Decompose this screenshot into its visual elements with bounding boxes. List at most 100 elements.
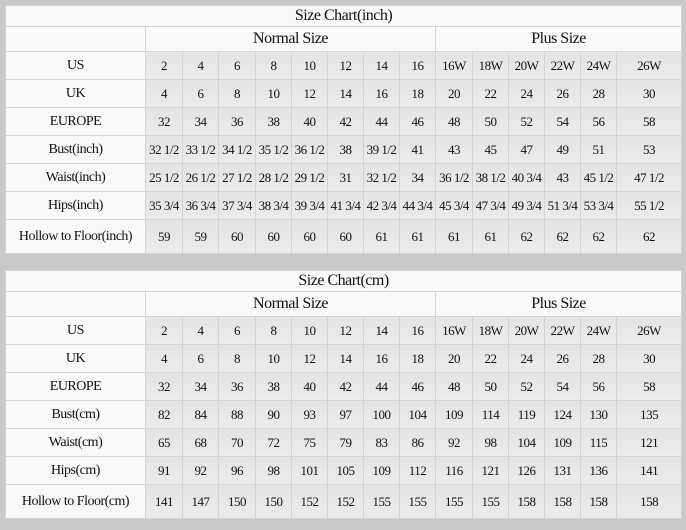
size-value-cell: 92 <box>435 428 473 457</box>
size-value-cell: 37 3/4 <box>218 191 256 220</box>
size-value-cell: 33 1/2 <box>182 135 219 164</box>
table-row: Hollow to Floor(cm) 141 147 150 150 152 152 155… <box>5 484 683 519</box>
size-value-cell: 43 <box>435 135 473 164</box>
size-value-cell: 155 <box>435 484 473 519</box>
size-value-cell: 83 <box>363 428 400 457</box>
size-value-cell: 14 <box>363 51 400 80</box>
size-value-cell: 61 <box>363 219 400 254</box>
size-value-cell: 72 <box>255 428 292 457</box>
size-value-cell: 36 <box>218 372 256 401</box>
size-value-cell: 82 <box>145 400 183 429</box>
row-label: UK <box>5 79 146 108</box>
size-value-cell: 90 <box>255 400 292 429</box>
size-value-cell: 158 <box>580 484 617 519</box>
size-value-cell: 35 3/4 <box>145 191 183 220</box>
size-value-cell: 91 <box>145 456 183 485</box>
size-value-cell: 8 <box>255 316 292 345</box>
row-label: Waist(cm) <box>5 428 146 457</box>
size-value-cell: 16W <box>435 51 473 80</box>
size-value-cell: 115 <box>580 428 617 457</box>
size-value-cell: 6 <box>182 79 219 108</box>
size-value-cell: 53 3/4 <box>580 191 617 220</box>
chart-title: Size Chart(inch) <box>4 5 683 27</box>
size-value-cell: 16 <box>363 79 400 108</box>
size-value-cell: 152 <box>327 484 364 519</box>
size-value-cell: 61 <box>399 219 436 254</box>
size-value-cell: 34 <box>182 372 219 401</box>
size-value-cell: 38 <box>255 107 292 136</box>
size-value-cell: 61 <box>472 219 509 254</box>
size-value-cell: 28 <box>580 79 617 108</box>
size-value-cell: 29 1/2 <box>291 163 328 192</box>
size-value-cell: 18 <box>399 79 436 108</box>
size-value-cell: 60 <box>327 219 364 254</box>
size-value-cell: 27 1/2 <box>218 163 256 192</box>
size-value-cell: 8 <box>255 51 292 80</box>
group-plus-size: Plus Size <box>434 26 683 52</box>
size-value-cell: 38 3/4 <box>255 191 292 220</box>
size-value-cell: 116 <box>435 456 473 485</box>
size-value-cell: 18W <box>472 51 509 80</box>
size-value-cell: 26 <box>544 79 581 108</box>
blank-cell <box>5 26 146 52</box>
size-value-cell: 22 <box>472 79 509 108</box>
size-value-cell: 24W <box>580 51 617 80</box>
size-value-cell: 141 <box>615 456 683 485</box>
table-row: EUROPE 32 34 36 38 40 42 44 46 48 50 52 54 56 58 <box>5 372 683 401</box>
size-value-cell: 22W <box>544 316 581 345</box>
row-label: Hollow to Floor(cm) <box>5 484 146 519</box>
size-value-cell: 26 1/2 <box>182 163 219 192</box>
size-value-cell: 114 <box>472 400 509 429</box>
size-value-cell: 60 <box>218 219 256 254</box>
size-value-cell: 40 <box>291 107 328 136</box>
size-value-cell: 50 <box>472 107 509 136</box>
size-value-cell: 61 <box>435 219 473 254</box>
size-value-cell: 55 1/2 <box>615 191 683 220</box>
size-value-cell: 92 <box>182 456 219 485</box>
size-value-cell: 20 <box>435 344 473 373</box>
size-value-cell: 136 <box>580 456 617 485</box>
table-row: Waist(inch) 25 1/2 26 1/2 27 1/2 28 1/2 29 1/… <box>5 163 683 192</box>
row-label: Bust(cm) <box>5 400 146 429</box>
size-value-cell: 2 <box>145 51 183 80</box>
size-value-cell: 30 <box>615 344 683 373</box>
table-row: Bust(inch) 32 1/2 33 1/2 34 1/2 35 1/2 36 1/2… <box>5 135 683 164</box>
size-value-cell: 86 <box>399 428 436 457</box>
size-value-cell: 51 <box>580 135 617 164</box>
size-value-cell: 32 <box>145 107 183 136</box>
size-chart-inch: Size Chart(inch) Normal Size Plus Size US 2 4… <box>4 5 683 254</box>
size-value-cell: 62 <box>508 219 545 254</box>
size-value-cell: 16 <box>399 316 436 345</box>
row-label: Hips(inch) <box>5 191 146 220</box>
size-value-cell: 135 <box>615 400 683 429</box>
size-value-cell: 38 <box>255 372 292 401</box>
size-value-cell: 150 <box>255 484 292 519</box>
size-value-cell: 126 <box>508 456 545 485</box>
size-value-cell: 32 1/2 <box>363 163 400 192</box>
size-value-cell: 28 1/2 <box>255 163 292 192</box>
size-value-cell: 84 <box>182 400 219 429</box>
size-value-cell: 88 <box>218 400 256 429</box>
table-row: US 2 4 6 8 10 12 14 16 16W 18W 20W 22W 24W 26W <box>5 51 683 80</box>
size-value-cell: 51 3/4 <box>544 191 581 220</box>
size-value-cell: 59 <box>182 219 219 254</box>
size-value-cell: 39 3/4 <box>291 191 328 220</box>
size-value-cell: 68 <box>182 428 219 457</box>
row-label: US <box>5 316 146 345</box>
table-row: UK 4 6 8 10 12 14 16 18 20 22 24 26 28 30 <box>5 344 683 373</box>
size-value-cell: 158 <box>615 484 683 519</box>
size-value-cell: 38 <box>327 135 364 164</box>
size-value-cell: 22W <box>544 51 581 80</box>
size-value-cell: 98 <box>255 456 292 485</box>
size-value-cell: 42 <box>327 107 364 136</box>
size-value-cell: 50 <box>472 372 509 401</box>
row-label: Bust(inch) <box>5 135 146 164</box>
size-value-cell: 32 1/2 <box>145 135 183 164</box>
size-value-cell: 70 <box>218 428 256 457</box>
size-value-cell: 53 <box>615 135 683 164</box>
size-value-cell: 4 <box>145 344 183 373</box>
size-value-cell: 35 1/2 <box>255 135 292 164</box>
size-value-cell: 41 3/4 <box>327 191 364 220</box>
size-value-cell: 28 <box>580 344 617 373</box>
size-value-cell: 47 3/4 <box>472 191 509 220</box>
